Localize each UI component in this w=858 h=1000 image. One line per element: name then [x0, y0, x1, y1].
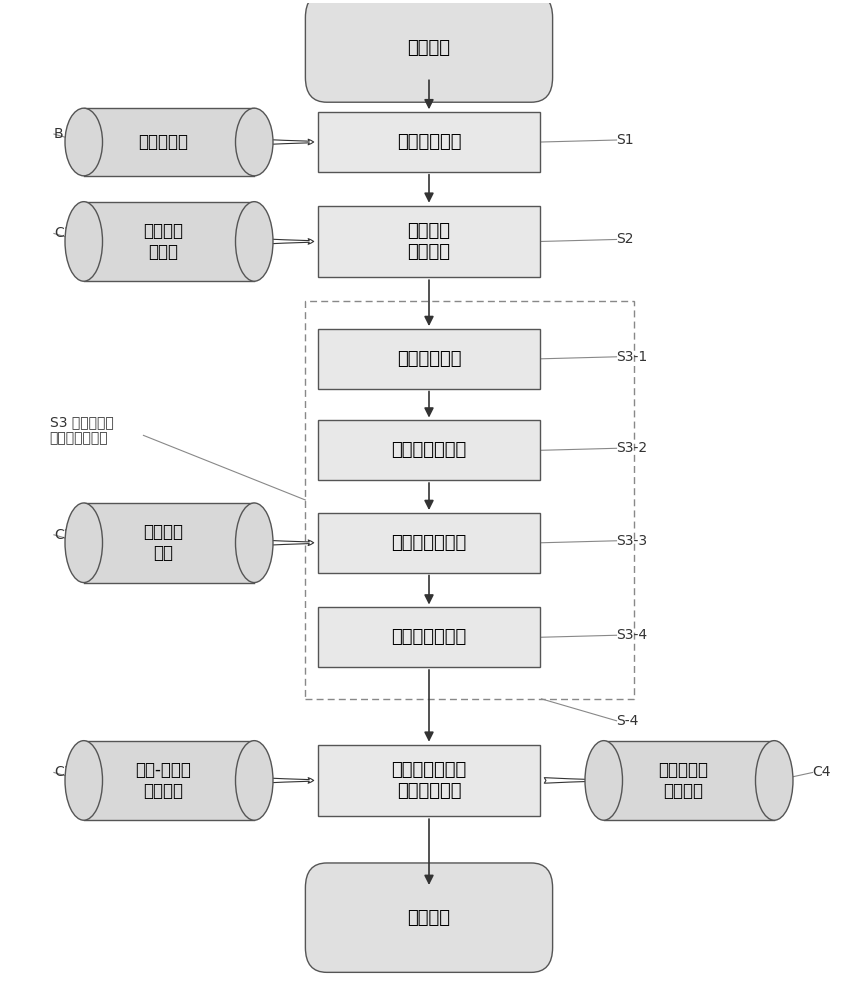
FancyBboxPatch shape	[84, 741, 254, 820]
Text: S-4: S-4	[617, 714, 639, 728]
Text: 启动考勤: 启动考勤	[408, 39, 450, 57]
Text: 获取空座直方图: 获取空座直方图	[391, 534, 467, 552]
Text: 获取教室图像: 获取教室图像	[396, 133, 462, 151]
Text: S3 基于彩色直
方图的空座判别: S3 基于彩色直 方图的空座判别	[50, 415, 113, 445]
FancyBboxPatch shape	[318, 206, 540, 277]
Text: 计算彩色直方图: 计算彩色直方图	[391, 441, 467, 459]
Text: C4: C4	[813, 765, 831, 779]
FancyBboxPatch shape	[604, 741, 774, 820]
Ellipse shape	[65, 741, 102, 820]
Text: C3: C3	[54, 765, 72, 779]
Text: 视频服务器: 视频服务器	[138, 133, 189, 151]
FancyBboxPatch shape	[305, 863, 553, 972]
Text: 结束考勤: 结束考勤	[408, 909, 450, 927]
Ellipse shape	[235, 108, 273, 176]
Ellipse shape	[235, 503, 273, 583]
Text: 缺席学生记
录数据库: 缺席学生记 录数据库	[658, 761, 709, 800]
Text: 查询并记录缺席
座位学生编号: 查询并记录缺席 座位学生编号	[391, 761, 467, 800]
FancyBboxPatch shape	[84, 108, 254, 176]
Text: 教室座位
模板库: 教室座位 模板库	[143, 222, 184, 261]
FancyBboxPatch shape	[318, 607, 540, 667]
Ellipse shape	[585, 741, 623, 820]
FancyBboxPatch shape	[84, 202, 254, 281]
Ellipse shape	[756, 741, 793, 820]
Text: C2: C2	[54, 528, 72, 542]
Text: B: B	[54, 127, 63, 141]
Text: S1: S1	[617, 133, 634, 147]
Ellipse shape	[235, 741, 273, 820]
Text: S3-1: S3-1	[617, 350, 648, 364]
Ellipse shape	[65, 503, 102, 583]
Text: 获取教室
座位模板: 获取教室 座位模板	[408, 222, 450, 261]
FancyBboxPatch shape	[305, 0, 553, 102]
Text: S2: S2	[617, 232, 634, 246]
Text: C1: C1	[54, 226, 73, 240]
Text: S3-3: S3-3	[617, 534, 648, 548]
FancyBboxPatch shape	[318, 745, 540, 816]
Ellipse shape	[65, 108, 102, 176]
FancyBboxPatch shape	[84, 503, 254, 583]
Text: S3-2: S3-2	[617, 441, 648, 455]
Text: 空座直方
图库: 空座直方 图库	[143, 523, 184, 562]
FancyBboxPatch shape	[318, 420, 540, 480]
FancyBboxPatch shape	[318, 112, 540, 172]
Text: 座位-学号关
系数据库: 座位-学号关 系数据库	[136, 761, 191, 800]
Text: S3-4: S3-4	[617, 628, 648, 642]
FancyBboxPatch shape	[318, 329, 540, 389]
Text: 座位图像抚图: 座位图像抚图	[396, 350, 462, 368]
FancyBboxPatch shape	[318, 513, 540, 573]
Ellipse shape	[235, 202, 273, 281]
Text: 彩色直方图比较: 彩色直方图比较	[391, 628, 467, 646]
Ellipse shape	[65, 202, 102, 281]
